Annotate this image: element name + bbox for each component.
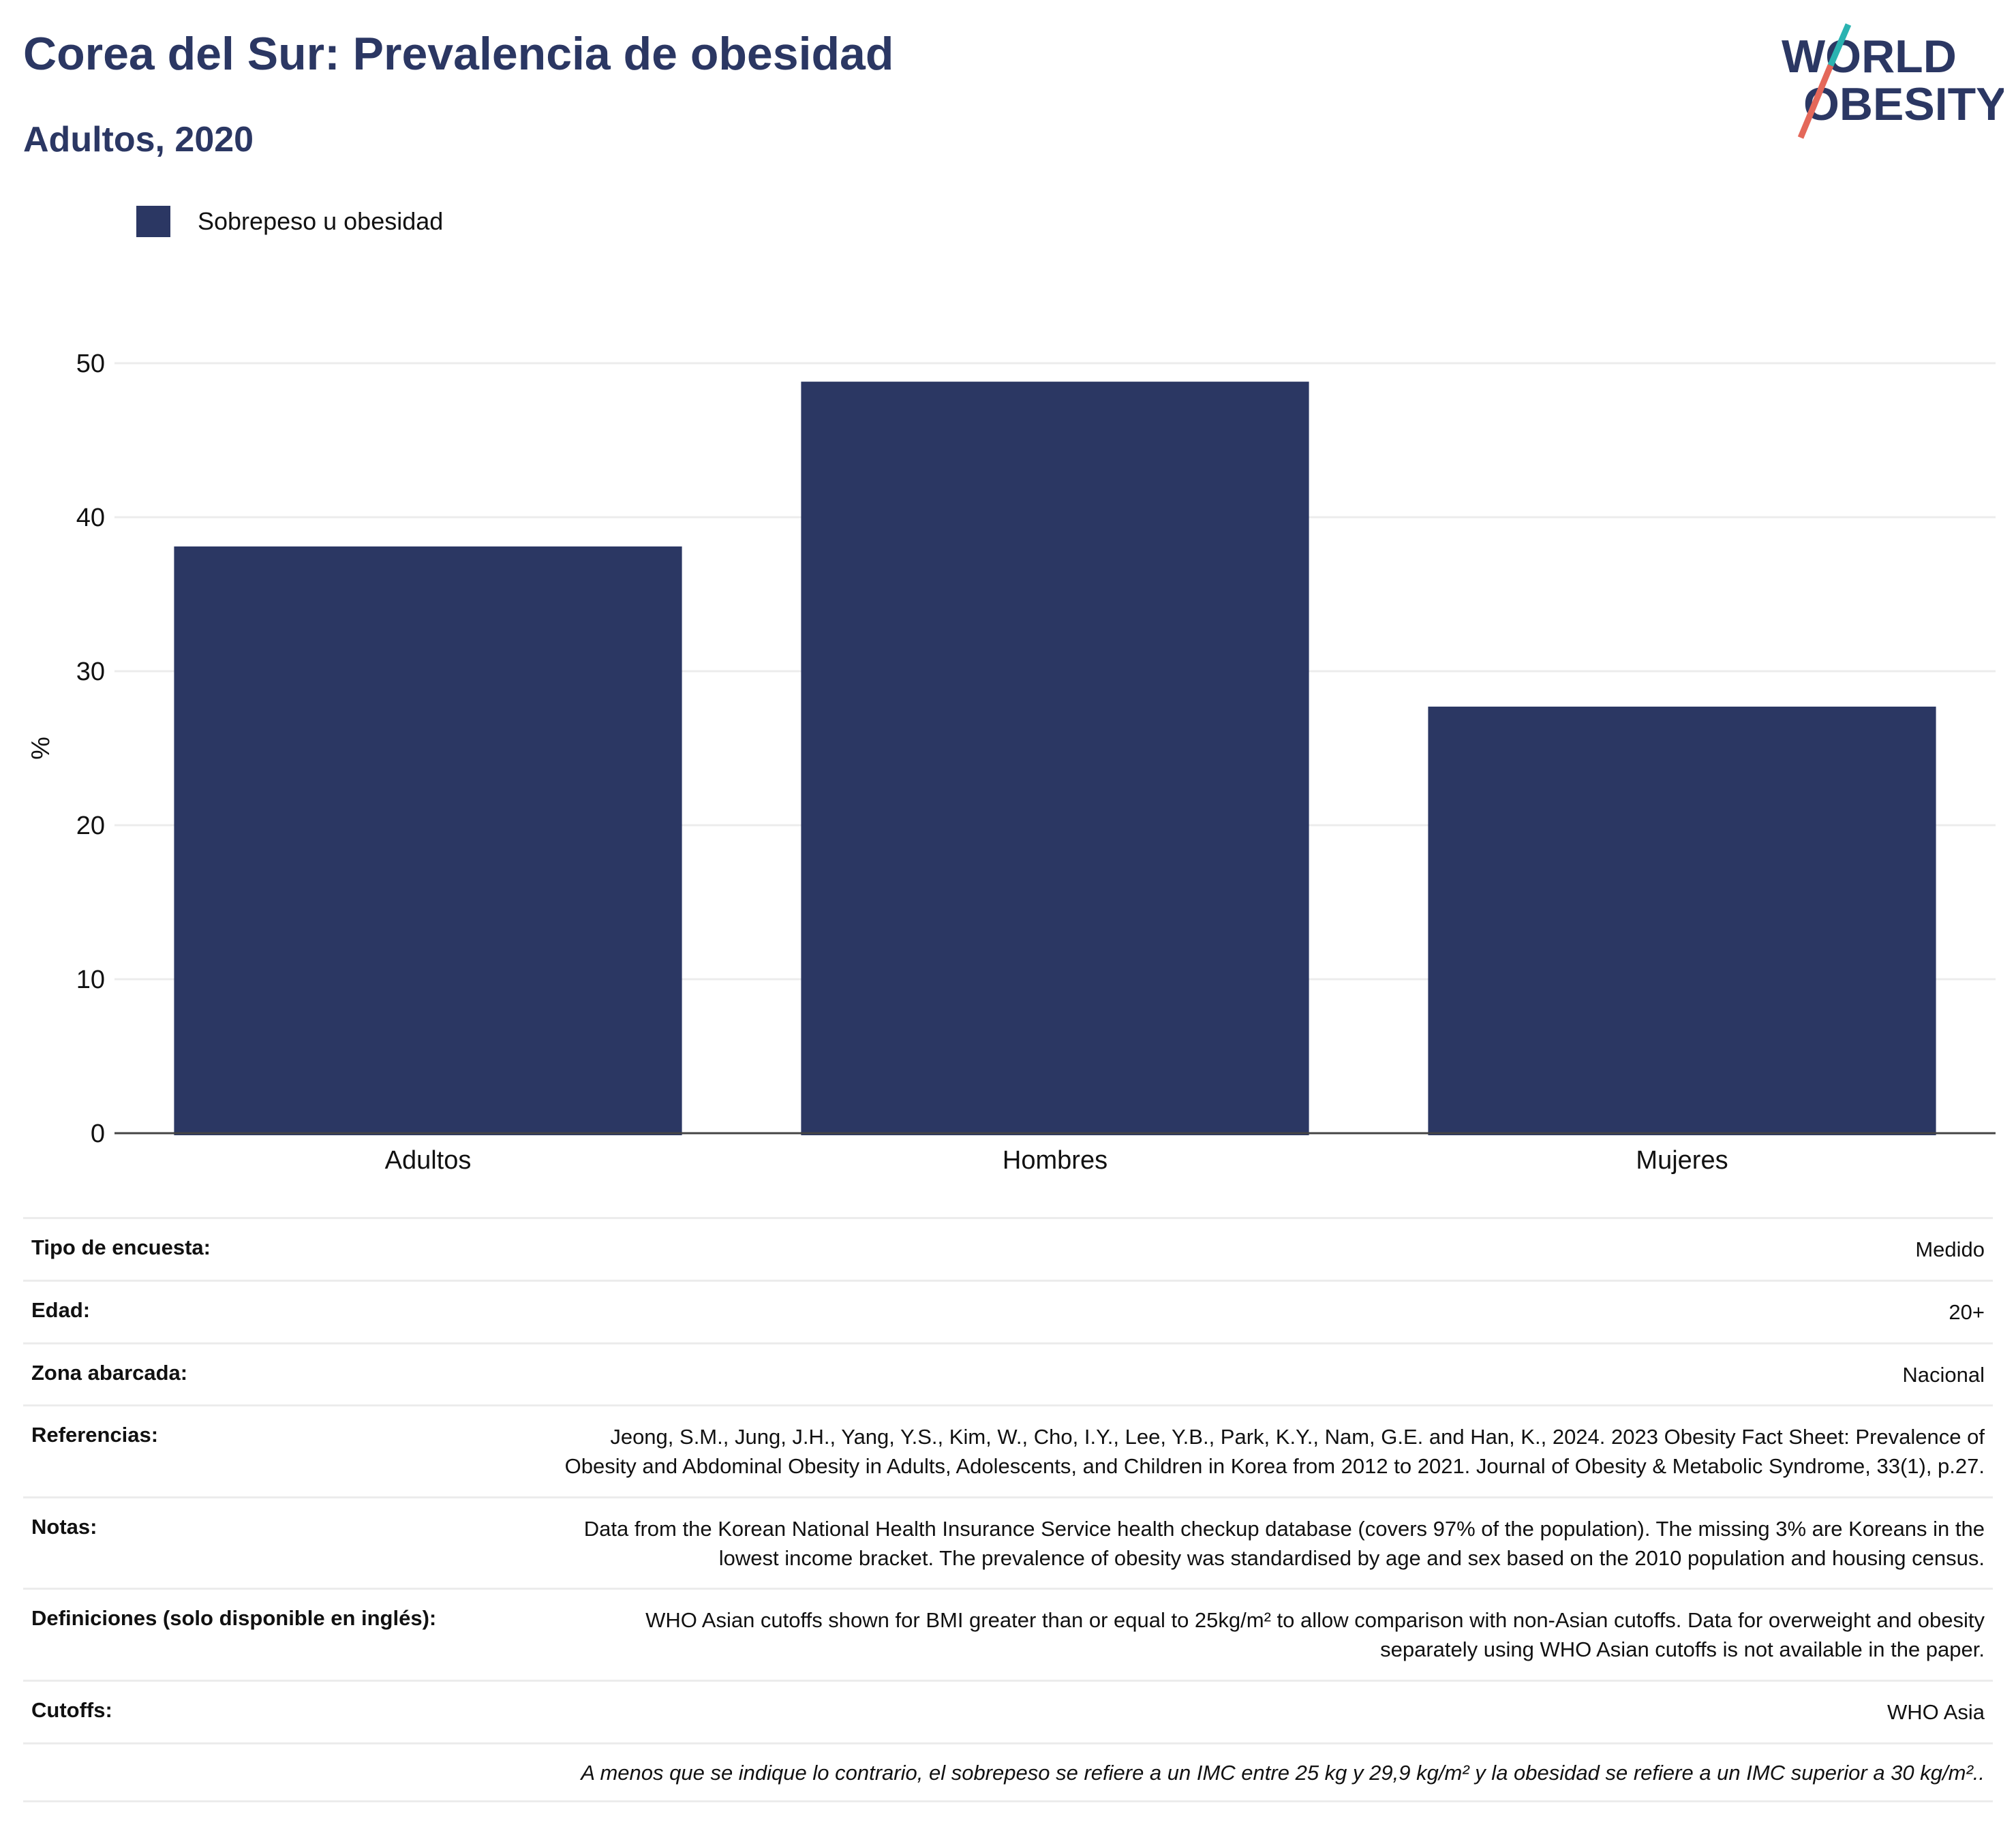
info-label: Edad: [31,1297,91,1322]
info-value: Jeong, S.M., Jung, J.H., Yang, Y.S., Kim… [564,1425,1985,1479]
logo-text-obesity: OBESITY [1803,78,2004,130]
y-axis-label: % [27,737,55,760]
info-label: Notas: [31,1514,97,1539]
info-row: Referencias: Jeong, S.M., Jung, J.H., Yan… [23,1404,1993,1496]
bar-mujeres[interactable] [1428,706,1936,1135]
info-row: Cutoffs: WHO Asia [23,1679,1993,1742]
info-value: Data from the Korean National Health Ins… [583,1516,1985,1570]
info-row: Tipo de encuesta: Medido [23,1217,1993,1280]
chart-legend[interactable]: Sobrepeso u obesidad [136,203,443,240]
logo-slash-coral [1797,64,1834,139]
logo-text-world: WORLD [1782,31,1957,82]
bar-hombres[interactable] [801,382,1309,1135]
footnote: A menos que se indique lo contrario, el … [23,1742,1993,1802]
y-tick-label: 40 [76,504,105,532]
x-tick-label: Mujeres [1636,1146,1728,1175]
metadata-table: Tipo de encuesta: Medido Edad: 20+ Zona abar… [23,1217,1993,1802]
info-row: Notas: Data from the Korean National Heal… [23,1496,1993,1588]
x-tick-label: Adultos [385,1146,472,1175]
info-row: Definiciones (solo disponible en inglés)… [23,1588,1993,1680]
x-tick-label: Hombres [1003,1146,1108,1175]
info-value: WHO Asia [1887,1699,1985,1724]
y-tick-label: 30 [76,658,105,686]
info-value: WHO Asian cutoffs shown for BMI greater … [645,1608,1985,1662]
info-value: Nacional [1902,1362,1985,1387]
y-tick-label: 10 [76,966,105,994]
info-row: Edad: 20+ [23,1279,1993,1342]
info-label: Tipo de encuesta: [31,1235,211,1259]
legend-swatch [136,206,170,237]
info-value: Medido [1915,1237,1985,1261]
y-tick-label: 0 [91,1120,105,1148]
info-value: 20+ [1949,1299,1985,1324]
info-label: Zona abarcada: [31,1360,188,1385]
world-obesity-logo: WORLD OBESITY [1782,23,2004,139]
chart-subtitle: Adultos, 2020 [23,120,254,159]
bar-adultos[interactable] [174,546,682,1135]
y-axis-ticks: 0 10 20 30 40 50 [76,350,105,1148]
y-tick-label: 20 [76,812,105,840]
legend-label: Sobrepeso u obesidad [198,207,444,235]
info-label: Referencias: [31,1423,159,1447]
logo-slash-teal [1827,23,1852,67]
info-label: Cutoffs: [31,1697,112,1722]
x-axis-ticks: Adultos Hombres Mujeres [385,1146,1728,1175]
y-tick-label: 50 [76,350,105,378]
bar-chart: 0 10 20 30 40 50 Adultos Hombres Mujeres % [27,350,1996,1175]
info-label: Definiciones (solo disponible en inglés)… [31,1606,437,1631]
bars [174,382,1936,1135]
info-row: Zona abarcada: Nacional [23,1342,1993,1405]
chart-title: Corea del Sur: Prevalencia de obesidad [23,28,894,80]
